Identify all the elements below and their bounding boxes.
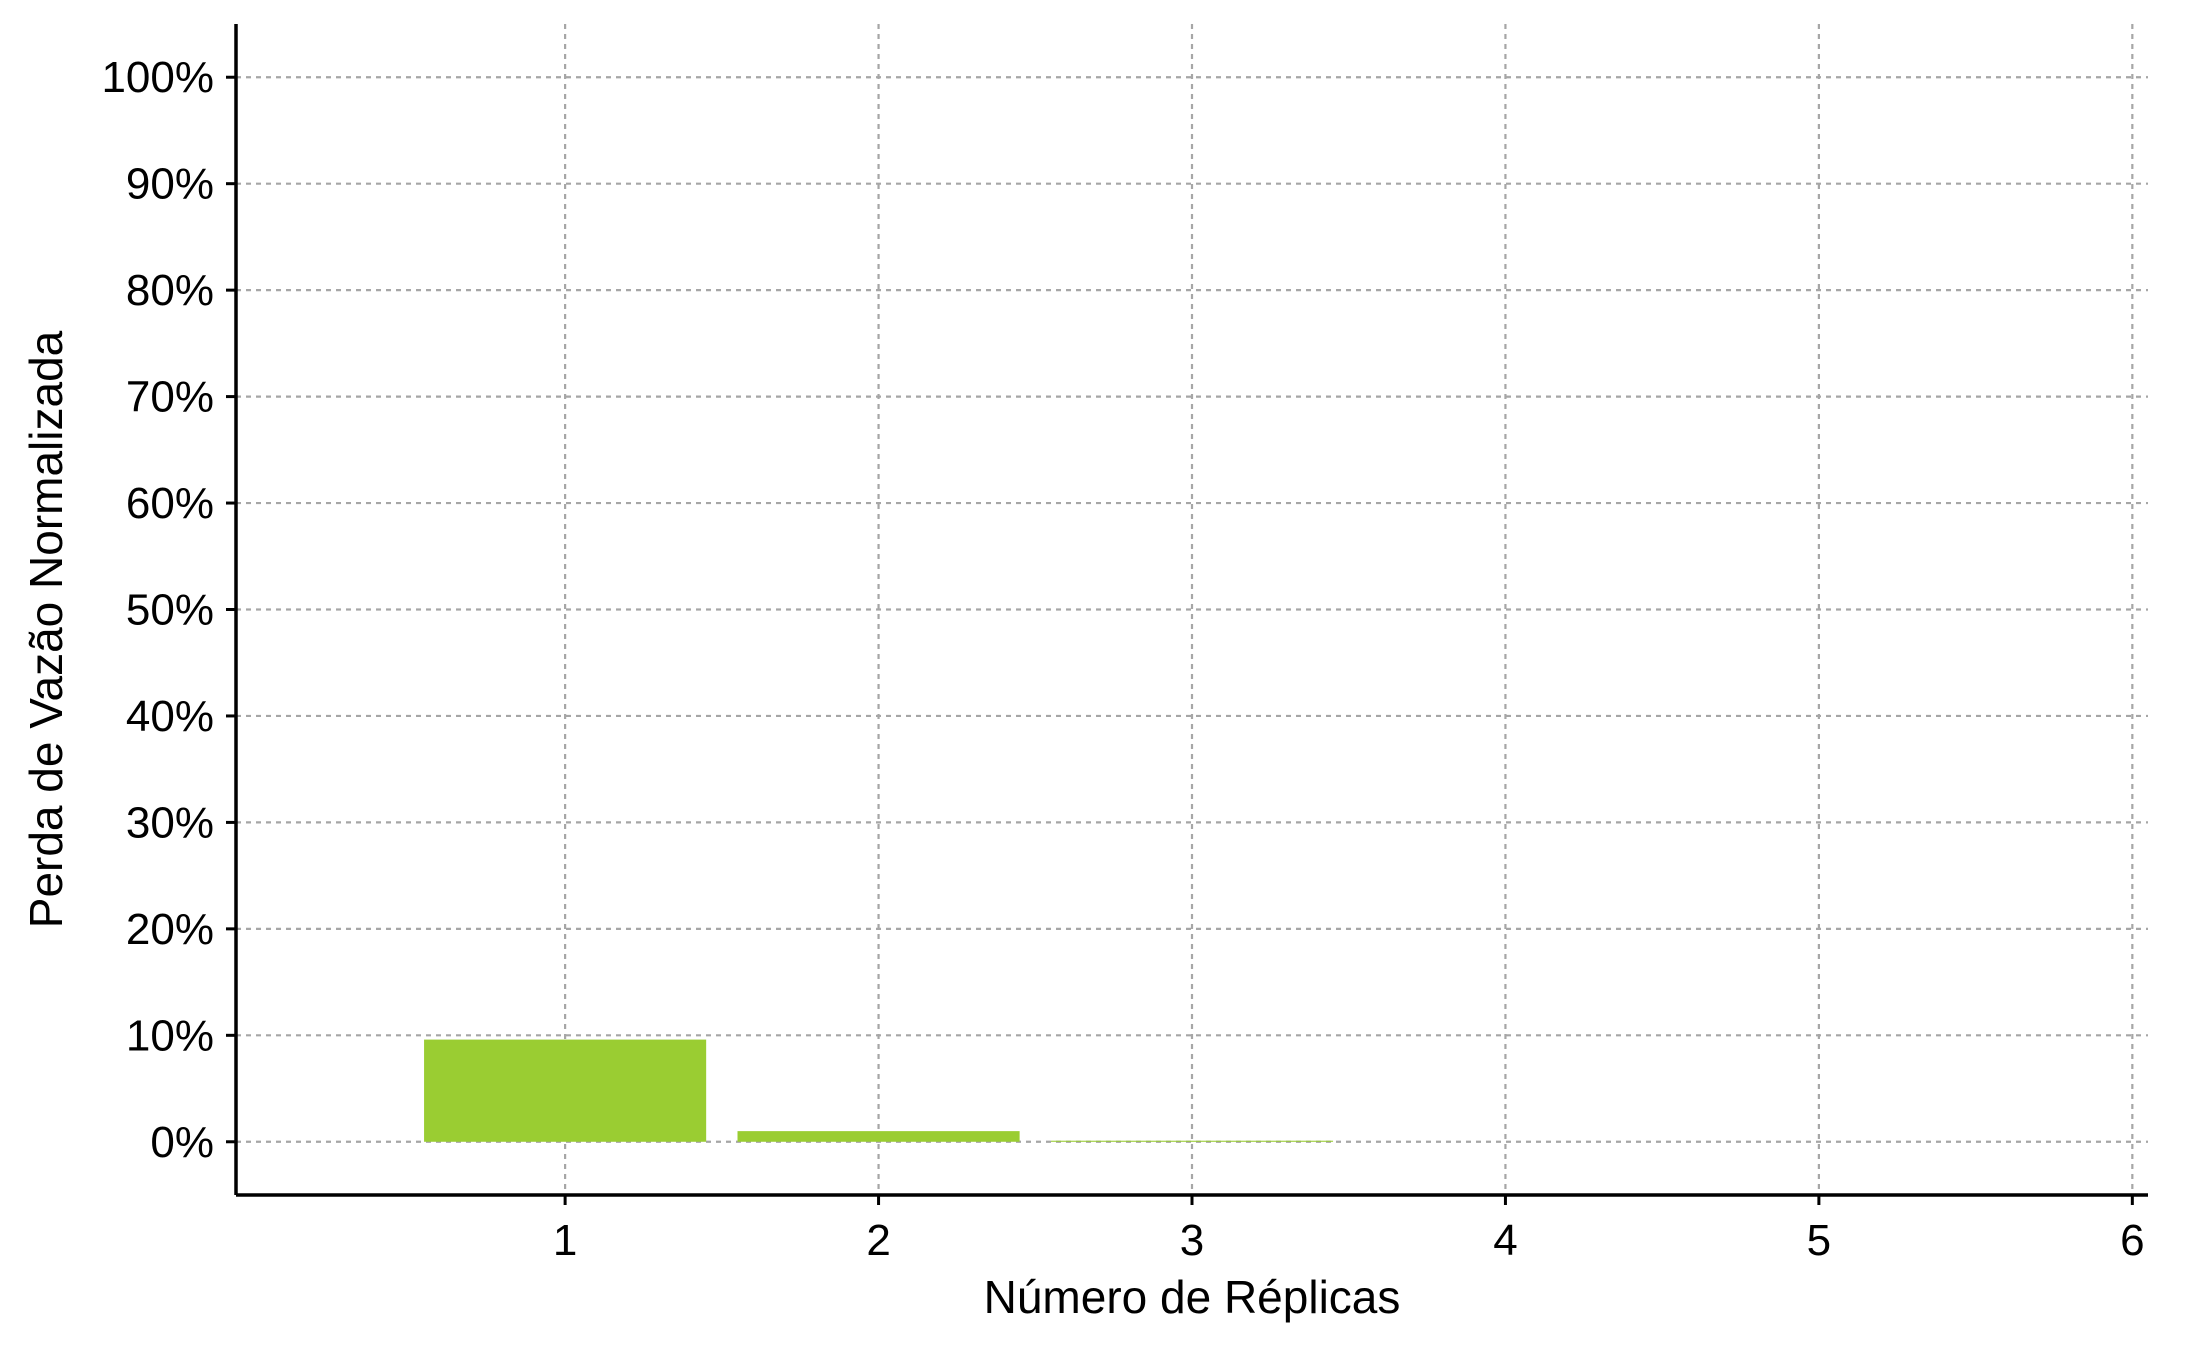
y-tick-label: 90% bbox=[126, 160, 214, 209]
x-tick-label: 5 bbox=[1807, 1216, 1831, 1265]
y-tick-label: 20% bbox=[126, 905, 214, 954]
y-tick-label: 60% bbox=[126, 479, 214, 528]
y-tick-label: 30% bbox=[126, 798, 214, 847]
x-tick-label: 6 bbox=[2120, 1216, 2144, 1265]
y-tick-label: 100% bbox=[101, 53, 214, 102]
x-tick-label: 2 bbox=[866, 1216, 890, 1265]
bar-2 bbox=[737, 1131, 1020, 1142]
bars bbox=[424, 1039, 1334, 1142]
y-tick-label: 80% bbox=[126, 266, 214, 315]
y-tick-label: 70% bbox=[126, 373, 214, 422]
y-axis-title: Perda de Vazão Normalizada bbox=[20, 330, 72, 928]
x-axis-title: Número de Réplicas bbox=[984, 1271, 1401, 1323]
x-tick-label: 4 bbox=[1493, 1216, 1517, 1265]
x-tick-label: 3 bbox=[1180, 1216, 1204, 1265]
grid-lines bbox=[236, 24, 2148, 1195]
tick-labels: 0% 10% 20% 30% 40% 50% 60% 70% 80% 90% 100% 1 2 3 4 5 6 bbox=[101, 53, 2144, 1265]
y-tick-label: 50% bbox=[126, 586, 214, 635]
bar-3 bbox=[1050, 1140, 1334, 1142]
y-tick-label: 10% bbox=[126, 1011, 214, 1060]
y-tick-label: 40% bbox=[126, 692, 214, 741]
x-tick-label: 1 bbox=[553, 1216, 577, 1265]
y-tick-label: 0% bbox=[150, 1118, 214, 1167]
tick-marks bbox=[226, 75, 2134, 1205]
bar-1 bbox=[424, 1039, 707, 1142]
axes bbox=[234, 24, 2148, 1197]
